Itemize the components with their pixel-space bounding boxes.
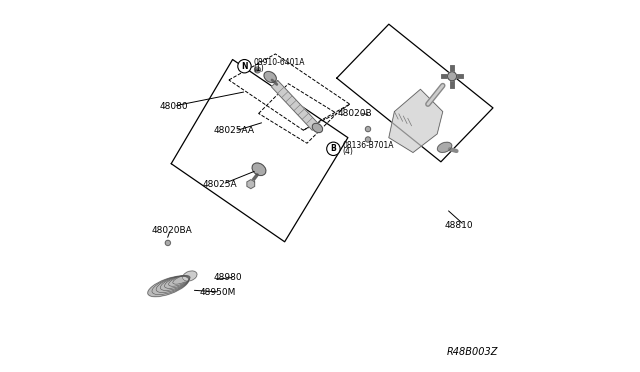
Circle shape — [365, 126, 371, 132]
Circle shape — [257, 69, 259, 71]
Ellipse shape — [438, 142, 452, 153]
Circle shape — [255, 67, 260, 73]
Ellipse shape — [148, 276, 189, 297]
Ellipse shape — [264, 71, 276, 83]
Polygon shape — [247, 180, 255, 189]
Text: 48020B: 48020B — [338, 109, 372, 118]
Text: (4): (4) — [342, 147, 353, 155]
Circle shape — [447, 72, 456, 81]
Text: (1): (1) — [254, 64, 264, 73]
Ellipse shape — [152, 276, 189, 295]
Text: 48025A: 48025A — [203, 180, 237, 189]
Ellipse shape — [168, 276, 190, 286]
Text: 48025AA: 48025AA — [214, 126, 255, 135]
Text: 48020BA: 48020BA — [152, 226, 193, 235]
Text: 48810: 48810 — [445, 221, 473, 230]
Circle shape — [165, 240, 170, 246]
Text: B: B — [330, 144, 336, 153]
Ellipse shape — [182, 271, 197, 281]
Text: 48080: 48080 — [159, 102, 188, 110]
Ellipse shape — [312, 124, 323, 132]
Ellipse shape — [156, 276, 189, 292]
Circle shape — [326, 142, 340, 155]
Polygon shape — [271, 81, 319, 130]
Ellipse shape — [160, 276, 189, 291]
Polygon shape — [389, 89, 443, 153]
Text: 48950M: 48950M — [199, 288, 236, 296]
Circle shape — [365, 137, 371, 142]
Text: 08910-6401A: 08910-6401A — [254, 58, 305, 67]
Text: N: N — [241, 62, 248, 71]
Text: 48980: 48980 — [214, 273, 243, 282]
Ellipse shape — [173, 275, 191, 284]
Text: 08136-B701A: 08136-B701A — [342, 141, 394, 150]
Ellipse shape — [252, 163, 266, 176]
Text: R48B003Z: R48B003Z — [447, 347, 498, 357]
Ellipse shape — [164, 276, 190, 288]
Circle shape — [238, 60, 251, 73]
